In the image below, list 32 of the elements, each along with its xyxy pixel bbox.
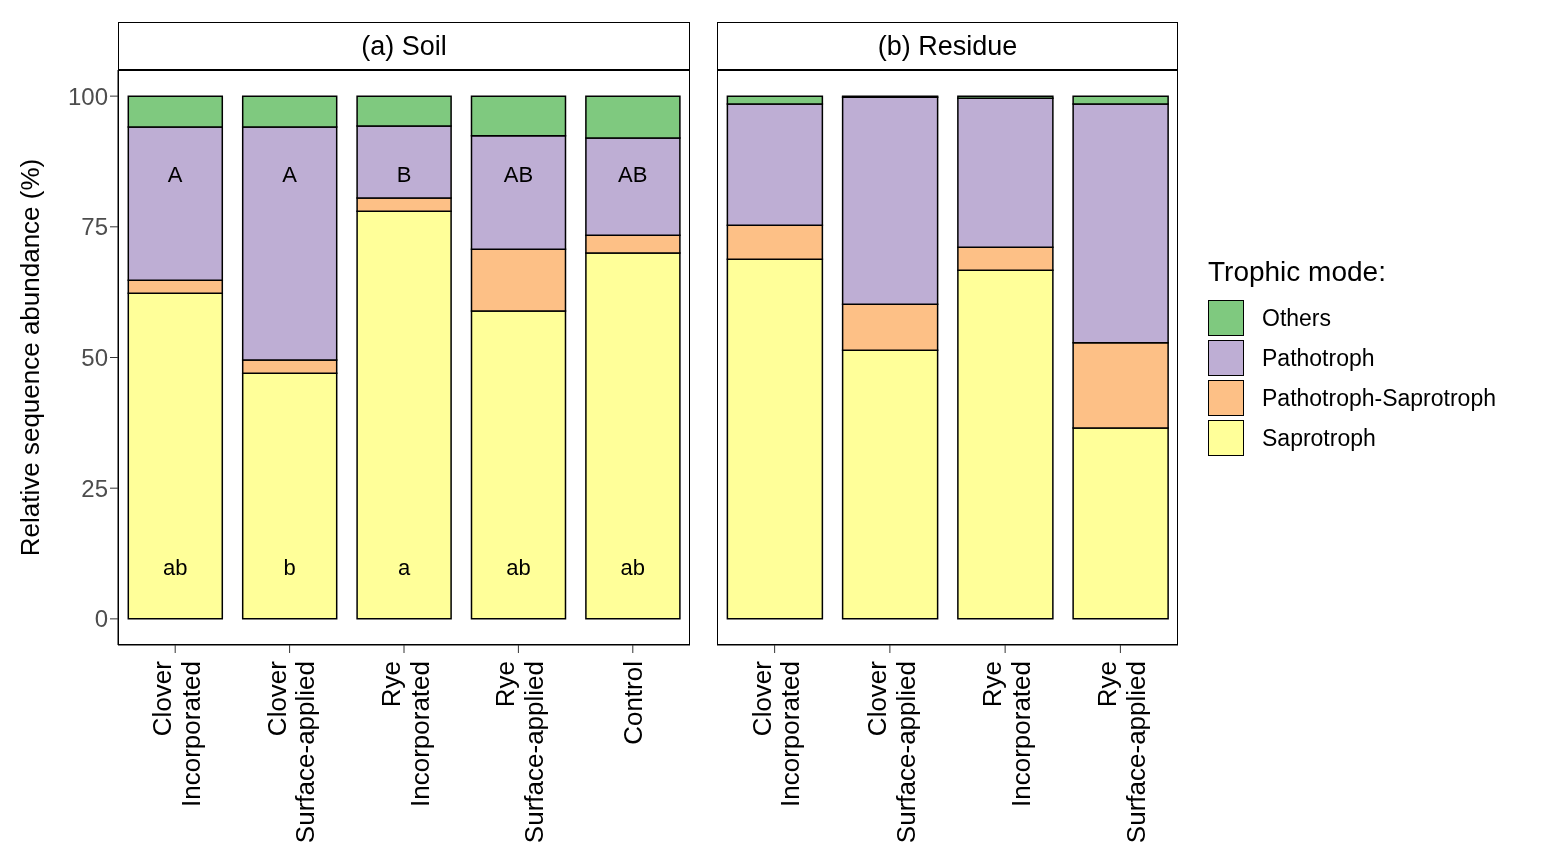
y-tick-label: 100 bbox=[67, 82, 108, 110]
annotation: A bbox=[281, 161, 298, 189]
x-tick-label: Rye Incorporated bbox=[977, 661, 1036, 807]
y-tick-label: 25 bbox=[81, 474, 108, 502]
annotation: b bbox=[282, 554, 297, 582]
legend-label: Saprotroph bbox=[1262, 424, 1376, 452]
y-tick-label: 75 bbox=[81, 213, 108, 241]
x-tick-label: Clover Surface-applied bbox=[261, 660, 321, 844]
legend-label: Pathotroph bbox=[1262, 344, 1375, 372]
x-tick-label: Rye Surface-applied bbox=[490, 661, 550, 844]
annotation: A bbox=[166, 161, 184, 189]
annotation: a bbox=[396, 554, 412, 582]
chart-title: (b) Residue bbox=[877, 30, 1018, 62]
x-tick-label: Rye Surface-applied bbox=[1092, 661, 1152, 844]
annotation: ab bbox=[619, 554, 647, 582]
annotation: ab bbox=[505, 554, 532, 582]
x-tick-label: Clover Incorporated bbox=[147, 660, 206, 807]
x-tick-label: Clover Surface-applied bbox=[861, 660, 921, 844]
x-tick-label: Rye Incorporated bbox=[376, 661, 435, 807]
annotation: ab bbox=[161, 554, 189, 582]
chart-title: (a) Soil bbox=[361, 30, 447, 62]
legend-label: Others bbox=[1262, 304, 1332, 332]
y-tick-label: 50 bbox=[81, 344, 108, 372]
y-tick-label: 0 bbox=[94, 605, 108, 633]
annotation: AB bbox=[617, 161, 649, 189]
y-axis-title: Relative sequence abundance (%) bbox=[15, 158, 46, 557]
annotation: B bbox=[395, 161, 413, 189]
legend-title: Trophic mode: bbox=[1208, 256, 1387, 288]
annotation: AB bbox=[502, 161, 535, 189]
x-tick-label: Control bbox=[617, 661, 648, 745]
x-tick-label: Clover Incorporated bbox=[746, 660, 806, 807]
legend-label: Pathotroph-Saprotroph bbox=[1262, 384, 1496, 412]
